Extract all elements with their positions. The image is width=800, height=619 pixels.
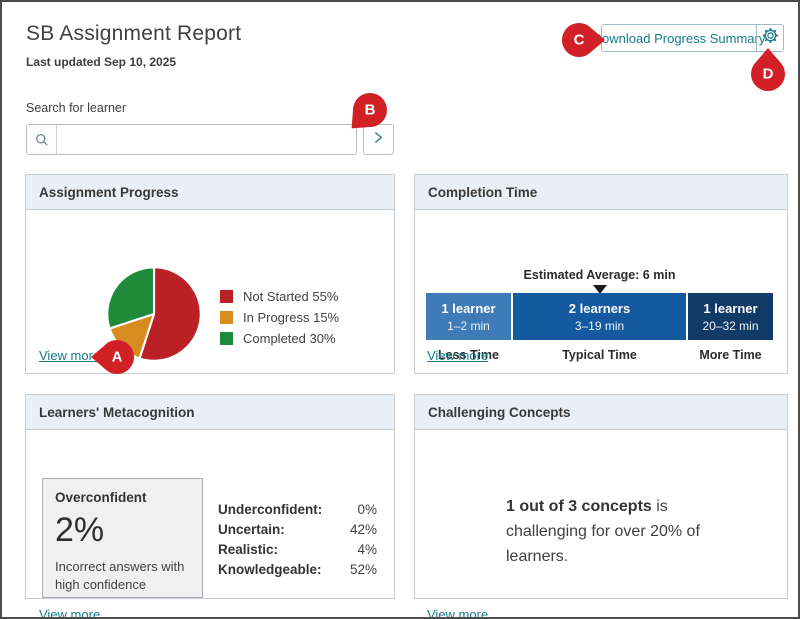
stat-row-underconfident: Underconfident: 0% [218, 502, 377, 516]
card-title: Learners' Metacognition [26, 395, 394, 430]
legend-swatch [220, 311, 233, 324]
time-segment-less: 1 learner 1–2 min [426, 293, 511, 340]
legend-item-in-progress: In Progress 15% [220, 309, 339, 325]
magnifier-icon [27, 125, 57, 154]
legend-swatch [220, 290, 233, 303]
assignment-progress-card: Assignment Progress Not Started 55% In P… [25, 174, 395, 374]
view-more-link-completion-time[interactable]: View more [427, 348, 488, 363]
report-page: SB Assignment Report Last updated Sep 10… [0, 0, 800, 619]
stat-row-realistic: Realistic: 4% [218, 542, 377, 556]
settings-button[interactable] [756, 25, 783, 51]
overconfident-highlight-box: Overconfident 2% Incorrect answers with … [42, 478, 203, 598]
time-segment-more: 1 learner 20–32 min [688, 293, 773, 340]
chevron-right-icon [371, 130, 386, 150]
search-box [26, 124, 357, 155]
page-title: SB Assignment Report [26, 22, 241, 46]
search-submit-button[interactable] [363, 124, 394, 155]
completion-time-bar: 1 learner 1–2 min 2 learners 3–19 min 1 … [426, 293, 773, 340]
challenging-concepts-card: Challenging Concepts 1 out of 3 concepts… [414, 394, 788, 599]
estimated-average-label: Estimated Average: 6 min [426, 268, 773, 282]
stat-row-uncertain: Uncertain: 42% [218, 522, 377, 536]
card-title: Challenging Concepts [415, 395, 787, 430]
report-actions: Download Progress Summary [601, 24, 784, 52]
challenging-concepts-text: 1 out of 3 concepts is challenging for o… [506, 494, 744, 569]
card-title: Completion Time [415, 175, 787, 210]
completion-time-card: Completion Time Estimated Average: 6 min… [414, 174, 788, 374]
gear-icon [762, 27, 779, 49]
legend-swatch [220, 332, 233, 345]
stat-row-knowledgeable: Knowledgeable: 52% [218, 562, 377, 576]
view-more-link-assignment-progress[interactable]: View more [39, 348, 100, 363]
pie-legend: Not Started 55% In Progress 15% Complete… [220, 288, 339, 351]
search-label: Search for learner [26, 101, 126, 115]
last-updated: Last updated Sep 10, 2025 [26, 55, 176, 69]
metacognition-stats-list: Underconfident: 0% Uncertain: 42% Realis… [218, 502, 377, 582]
time-segment-typical: 2 learners 3–19 min [513, 293, 686, 340]
legend-item-not-started: Not Started 55% [220, 288, 339, 304]
download-progress-summary-button[interactable]: Download Progress Summary [602, 25, 756, 51]
view-more-link-metacognition[interactable]: View more [39, 607, 100, 619]
search-input[interactable] [57, 125, 356, 154]
overconfident-percent: 2% [55, 511, 190, 550]
card-title: Assignment Progress [26, 175, 394, 210]
callout-marker-d: D [748, 47, 788, 98]
metacognition-card: Learners' Metacognition Overconfident 2%… [25, 394, 395, 599]
legend-item-completed: Completed 30% [220, 330, 339, 346]
progress-pie-chart [103, 263, 205, 365]
view-more-link-challenging-concepts[interactable]: View more [427, 607, 488, 619]
